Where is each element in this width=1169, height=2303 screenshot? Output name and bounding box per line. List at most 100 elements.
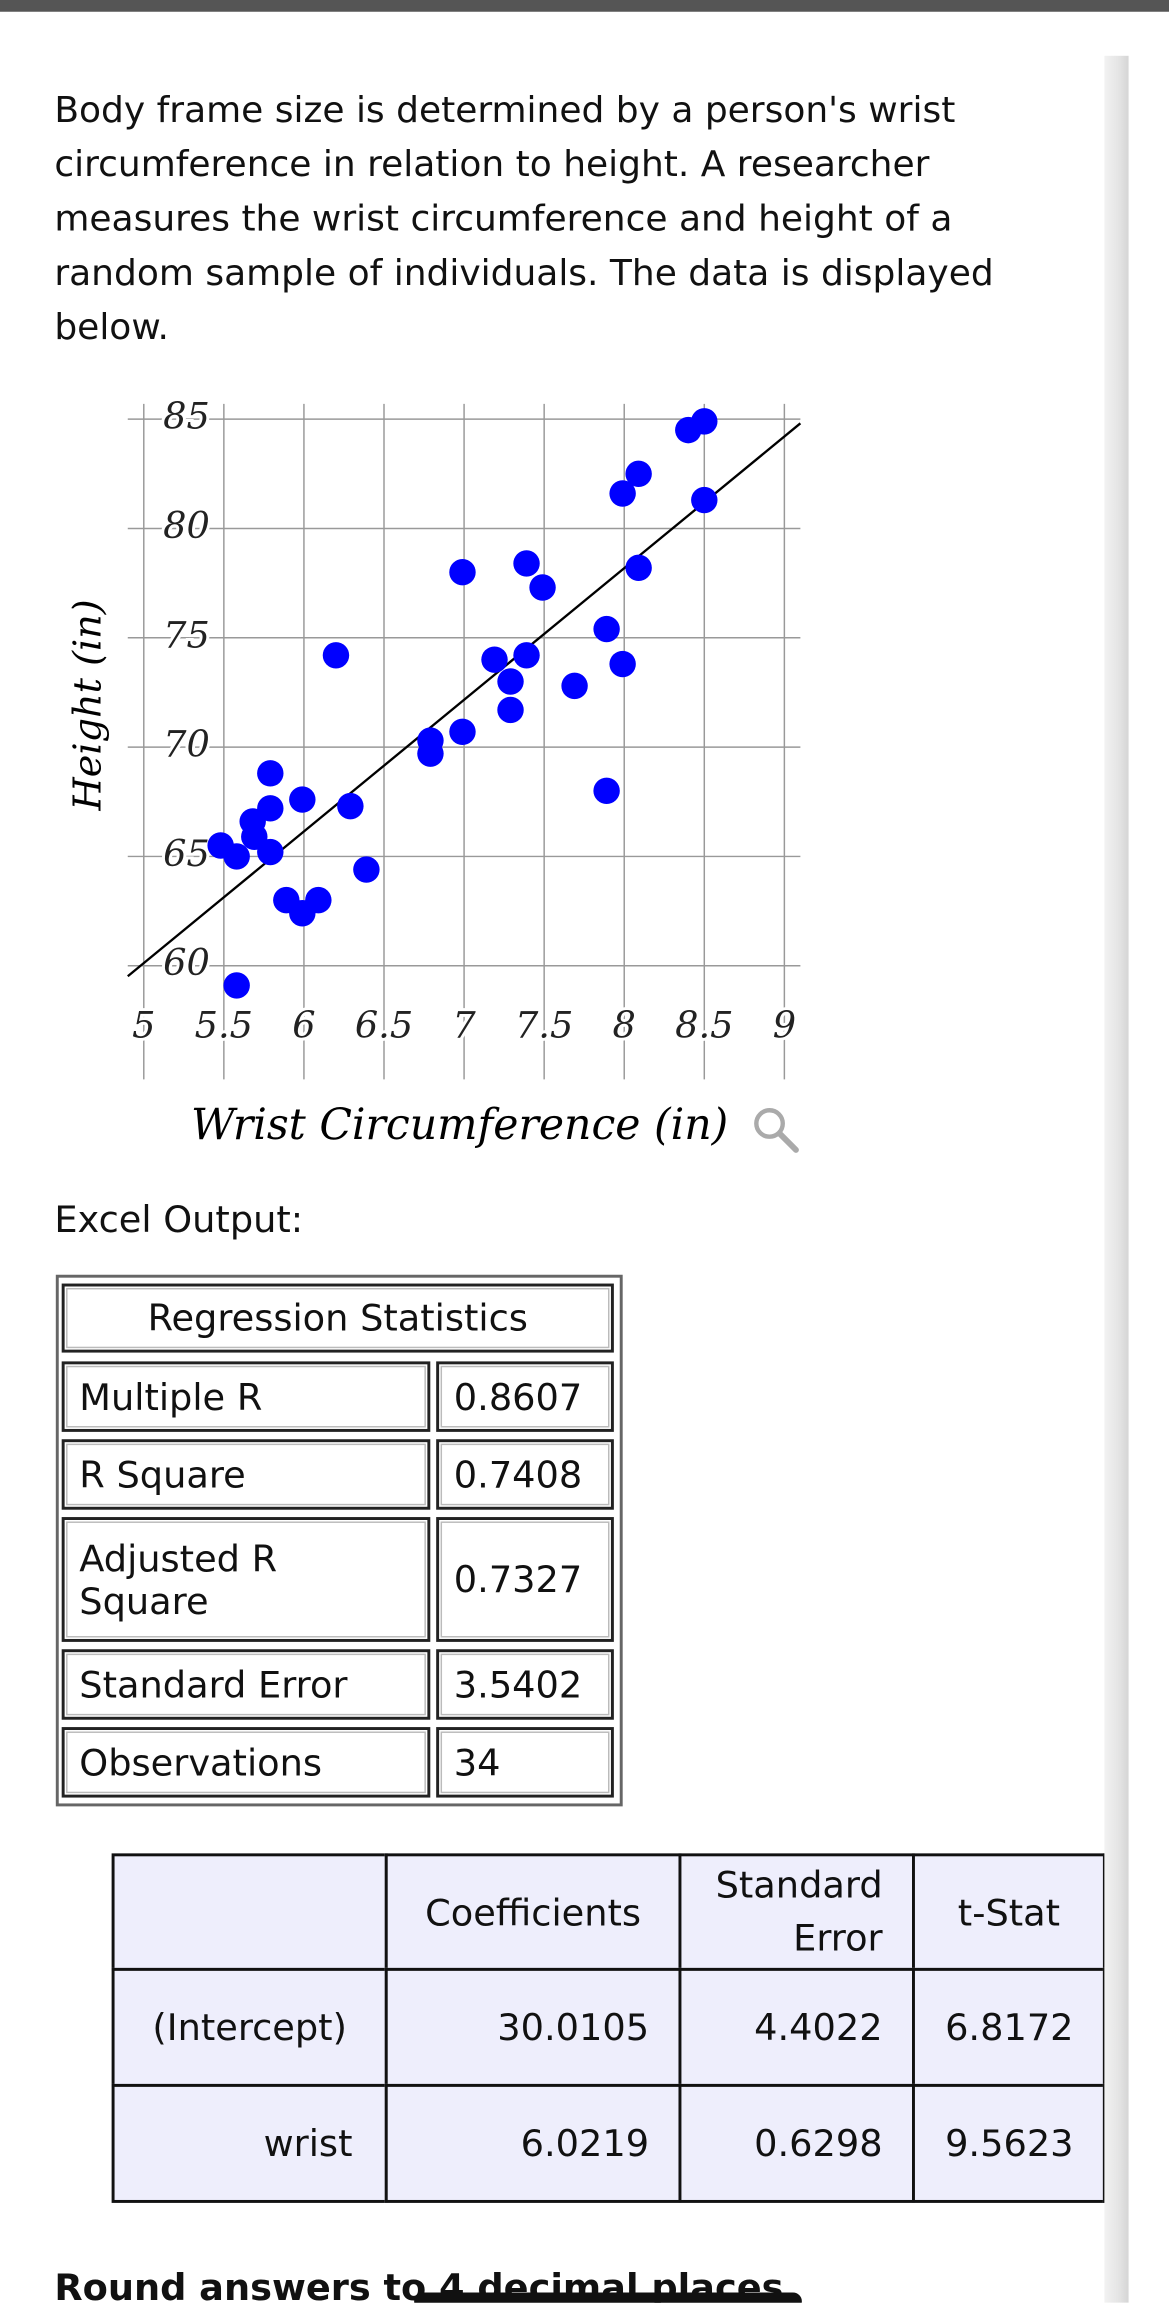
y-tick-label: 75 [163,613,210,656]
data-point [593,777,620,805]
cell-text: Adjusted R Square [79,1536,278,1623]
table-title: Regression Statistics [61,1283,614,1353]
cell-text: Regression Statistics [147,1296,528,1340]
data-point [593,615,620,643]
cell-text: 9.5623 [945,2122,1074,2165]
data-point [257,795,284,822]
top-bar [0,0,1169,12]
data-point [497,696,524,724]
header-cell: t-Stat [912,1853,1106,1971]
stat-label: Standard Error [61,1649,431,1720]
zoom-icon[interactable] [754,1108,799,1153]
x-tick-label: 9 [773,1004,796,1047]
x-tick-label: 7.5 [515,1004,573,1047]
regression-line [127,422,802,978]
value-cell: 6.8172 [912,1967,1106,2087]
data-point [609,650,636,678]
data-point [223,972,250,999]
cell-text: Standard Error [79,1663,348,1706]
stat-value: 0.8607 [436,1361,614,1432]
cell-text: 0.6298 [754,2122,883,2165]
stat-value: 34 [436,1727,614,1798]
data-point [561,672,588,700]
data-point [609,480,636,507]
data-point [257,760,284,787]
value-cell: 4.4022 [678,1967,915,2087]
value-cell: 0.6298 [678,2083,915,2203]
data-point [449,558,476,586]
x-tick-label: 5 [132,1004,155,1047]
y-tick-label: 60 [163,941,210,984]
row-label: wrist [111,2083,388,2203]
cell-text: 4.4022 [754,2006,883,2049]
header-cell: Coefficients [384,1853,682,1971]
cell-text: (Intercept) [152,2006,347,2049]
y-tick-label: 70 [163,723,210,766]
excel-label: Excel Output: [54,1198,304,1241]
y-axis-label: Height (in) [67,599,111,811]
problem-text: Body frame size is determined by a perso… [54,88,994,349]
data-point [625,554,652,582]
cell-text: R Square [79,1453,246,1496]
cell-text: Observations [79,1741,323,1784]
cell-text: 30.0105 [497,2006,650,2049]
plot: Height (in) Wrist Circumference (in) 5 5.… [67,392,802,1153]
stat-label: Observations [61,1727,431,1798]
x-tick-label: 6 [292,1004,315,1047]
cell-text: 6.8172 [945,2006,1074,2049]
data-point [223,843,250,870]
stat-label: R Square [61,1439,431,1510]
y-tick-label: 85 [163,395,210,438]
stat-value: 0.7408 [436,1439,614,1510]
zoom-lens[interactable] [754,1108,785,1139]
data-point [449,718,476,746]
data-point [337,792,364,820]
x-tick-label: 7 [452,1004,476,1047]
cell-text: 0.7327 [453,1558,583,1601]
data-point [513,550,540,577]
x-tick-label: 8 [613,1004,636,1047]
scrollbar [1104,55,1169,2303]
data-point [417,740,444,767]
y-tick-label: 80 [163,504,210,547]
cell-text: 6.0219 [520,2122,650,2165]
cell-text: 34 [453,1741,501,1784]
stat-label: Multiple R [61,1361,431,1432]
cell-text: wrist [263,2122,353,2165]
cell-text: Coefficients [425,1890,642,1934]
data-point [353,856,380,883]
cell-text: Multiple R [79,1375,263,1418]
stat-label: Adjusted R Square [61,1517,431,1642]
x-tick-label: 5.5 [195,1004,253,1047]
data-point [529,574,556,601]
cell-text: 0.7408 [453,1453,583,1496]
stat-value: 3.5402 [436,1649,614,1720]
stat-value: 0.7327 [436,1517,614,1642]
data-point [305,886,332,914]
header-cell [111,1853,388,1971]
chart: Height (in) Wrist Circumference (in) 5 5.… [67,392,802,1153]
x-axis-label: Wrist Circumference (in) [191,1100,728,1150]
data-point [257,838,284,866]
value-cell: 9.5623 [912,2083,1106,2203]
data-point [322,642,350,669]
cell-text: Standard Error [715,1863,883,1960]
data-point [513,642,540,669]
data-point [289,786,316,813]
value-cell: 30.0105 [384,1967,682,2087]
x-tick-label: 6.5 [355,1004,413,1047]
cell-text: 0.8607 [453,1375,583,1418]
value-cell: 6.0219 [384,2083,682,2203]
cell-text: 3.5402 [453,1663,583,1706]
overlay-bar [414,2292,802,2303]
row-label: (Intercept) [111,1967,388,2087]
cell-text: t-Stat [957,1890,1061,1934]
zoom-handle[interactable] [776,1130,799,1153]
data-point [481,646,508,673]
data-point [691,486,718,514]
data-point [691,408,718,435]
regression-table [55,1274,623,1807]
data-point [625,460,652,488]
